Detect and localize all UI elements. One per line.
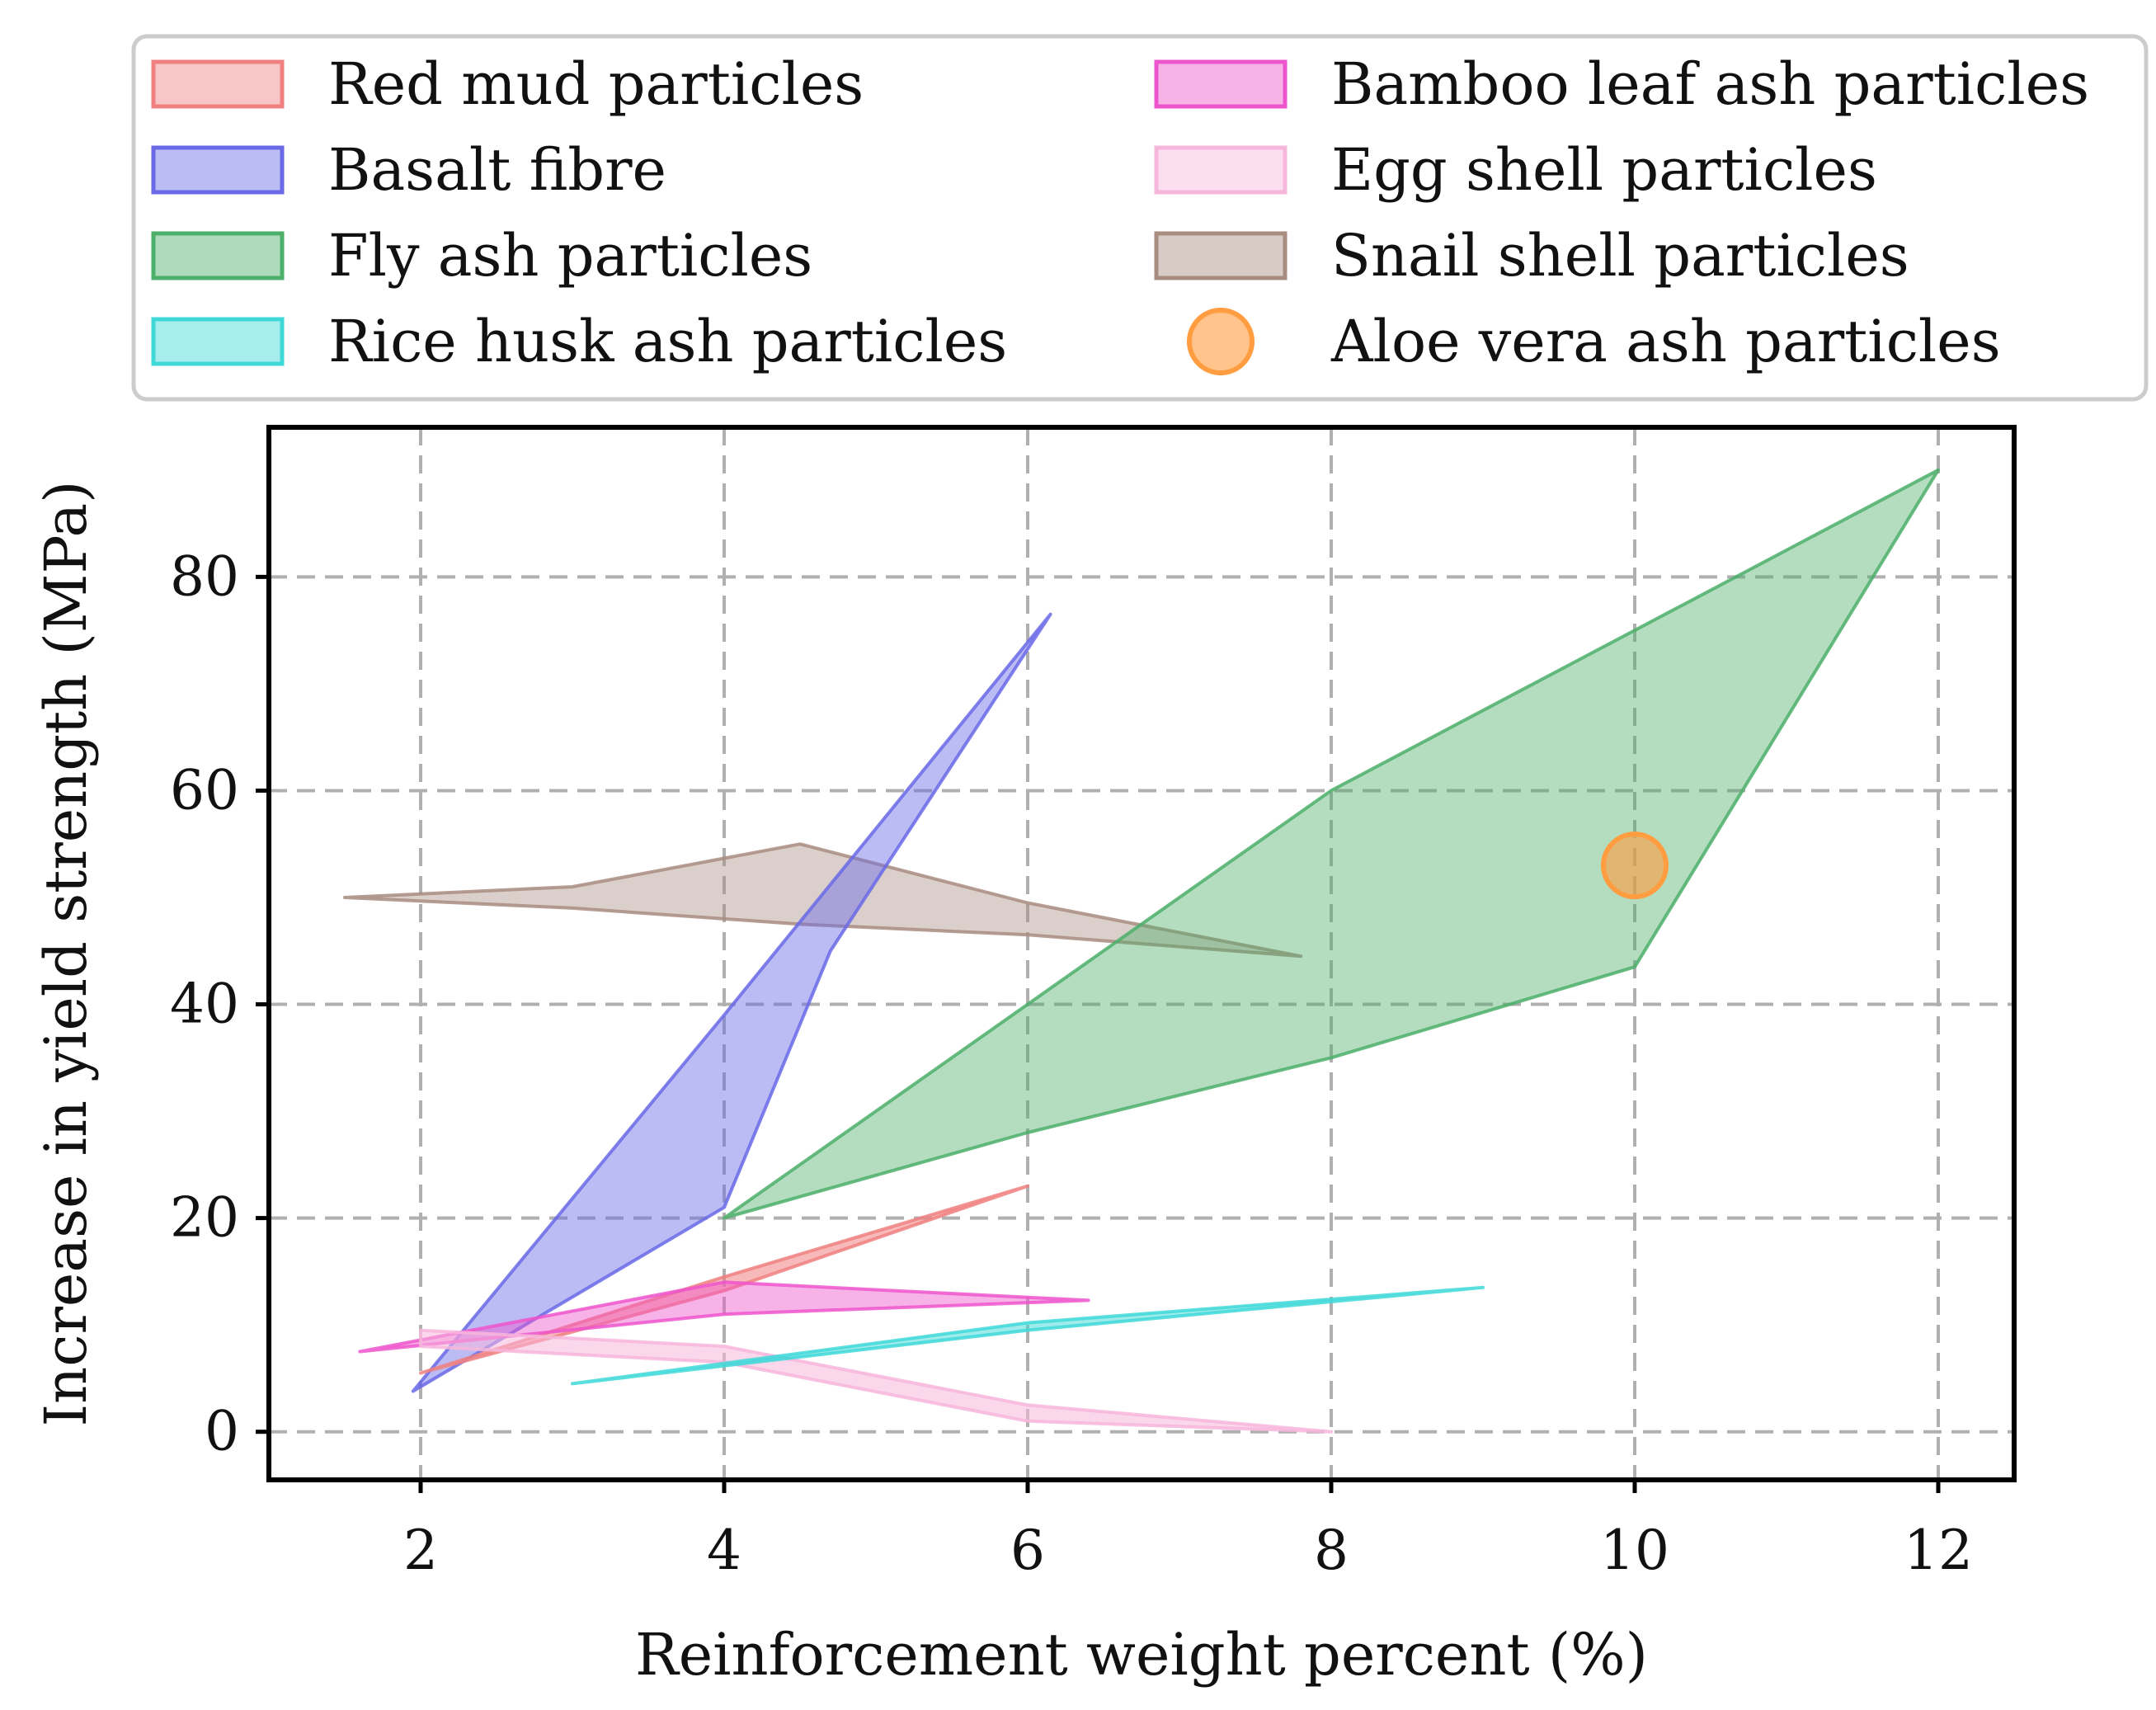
series-fly-ash-particles [723,468,1940,1220]
legend-swatch-fly-ash-particles [151,231,285,280]
series-layer [343,468,1940,1434]
x-tick-label: 2 [403,1519,438,1582]
plot-frame [266,425,2017,1482]
x-tick-label: 8 [1314,1519,1349,1582]
legend-frame [131,34,2149,402]
x-tick-label: 6 [1010,1519,1045,1582]
legend-swatch-rice-husk-ash-particles [151,317,285,366]
legend-swatch-basalt-fibre [151,145,285,195]
y-tick-label: 40 [170,973,239,1036]
legend-label-basalt-fibre: Basalt fibre [328,136,666,204]
point-aloe-vera-ash [1601,831,1669,900]
x-tick-label: 10 [1600,1519,1669,1582]
x-axis-label: Reinforcement weight percent (%) [635,1621,1648,1689]
series-rice-husk-ash-particles [571,1285,1485,1386]
legend-swatch-bamboo-leaf-ash-particles [1154,59,1287,109]
y-tick-label: 80 [170,544,239,608]
legend-label-fly-ash-particles: Fly ash particles [328,222,812,290]
legend-swatch-egg-shell-particles [1154,145,1287,195]
y-tick-label: 60 [170,758,239,822]
legend-label-aloe-vera-ash-particles: Aloe vera ash particles [1330,308,2001,375]
y-axis-label: Increase in yield strength (MPa) [32,481,100,1427]
legend-label-snail-shell-particles: Snail shell particles [1331,222,1909,290]
legend-label-red-mud-particles: Red mud particles [328,50,864,118]
x-tick-label: 4 [707,1519,741,1582]
plot-area: 2 4 6 8 10 12 0 20 40 60 80 [170,425,2017,1582]
series-red-mud-particles [419,1184,1029,1375]
points-layer [1601,831,1669,900]
legend-label-bamboo-leaf-ash-particles: Bamboo leaf ash particles [1331,50,2089,118]
legend-label-rice-husk-ash-particles: Rice husk ash particles [328,308,1007,375]
legend-swatch-aloe-vera-ash-particles [1187,308,1255,375]
legend-swatch-snail-shell-particles [1154,231,1287,280]
legend-swatch-red-mud-particles [151,59,285,109]
legend: Red mud particles Basalt fibre Fly ash par… [131,34,2149,402]
y-tick-label: 0 [205,1400,239,1463]
series-bamboo-leaf-ash-particles [358,1280,1090,1354]
axis-ticks: 2 4 6 8 10 12 0 20 40 60 80 [170,544,1973,1582]
grid [269,427,2014,1480]
series-basalt-fibre [411,612,1052,1393]
series-snail-shell-particles [343,842,1303,959]
x-tick-label: 12 [1904,1519,1973,1582]
legend-label-egg-shell-particles: Egg shell particles [1331,136,1877,204]
y-tick-label: 20 [170,1186,239,1250]
